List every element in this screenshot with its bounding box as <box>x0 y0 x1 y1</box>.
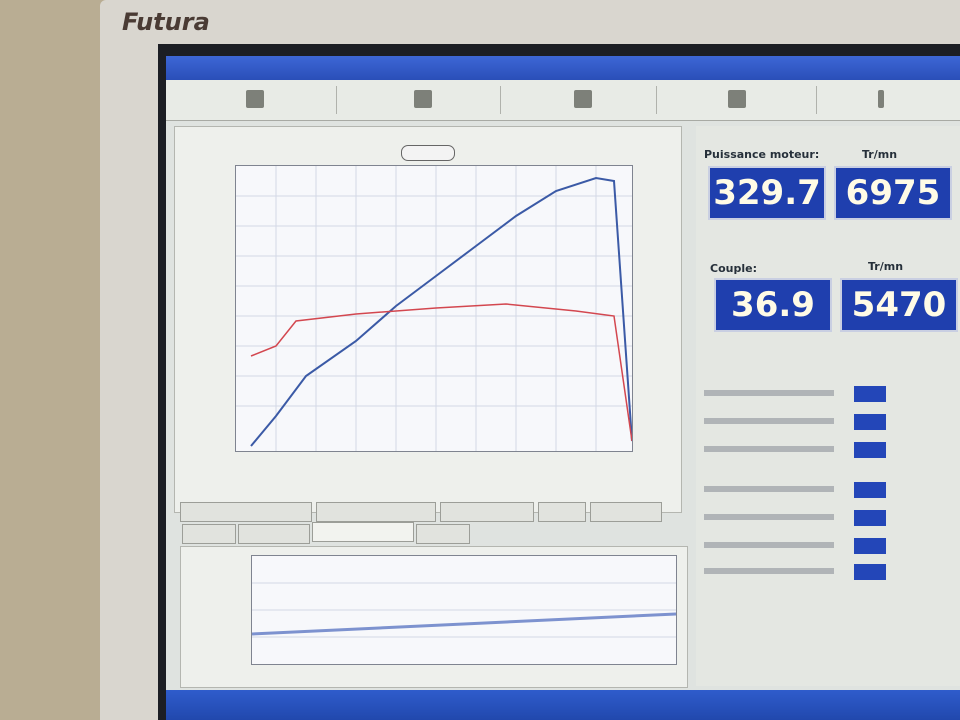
tab[interactable] <box>538 502 586 522</box>
app-window: Puissance moteur: Tr/mn 329.7 6975 Coupl… <box>166 56 960 720</box>
separator <box>656 86 657 114</box>
torque-curve <box>250 303 633 442</box>
trace-line <box>251 612 677 636</box>
tab[interactable] <box>590 502 662 522</box>
toolbar <box>166 80 960 121</box>
toolbar-button[interactable] <box>414 90 432 108</box>
tab[interactable] <box>182 524 236 544</box>
parameter-row <box>704 510 934 526</box>
parameter-row <box>704 414 934 430</box>
readout-value: 36.9 <box>714 278 832 332</box>
parameter-row <box>704 442 934 458</box>
toolbar-button[interactable] <box>246 90 264 108</box>
power-curve <box>250 176 633 447</box>
tab[interactable] <box>440 502 534 522</box>
chart-panel <box>174 126 682 513</box>
taskbar <box>166 690 960 720</box>
readout-value: 6975 <box>834 166 952 220</box>
separator <box>816 86 817 114</box>
parameter-row <box>704 538 934 554</box>
plot-area <box>235 165 633 452</box>
separator <box>336 86 337 114</box>
toolbar-button[interactable] <box>728 90 746 108</box>
readout-label: Puissance moteur: <box>704 148 820 161</box>
tab[interactable] <box>316 502 436 522</box>
readout-label: Tr/mn <box>862 148 898 161</box>
readout-label: Tr/mn <box>868 260 904 273</box>
plot-area <box>251 555 677 665</box>
title-bar <box>166 56 960 80</box>
parameter-row <box>704 482 934 498</box>
readout-panel: Puissance moteur: Tr/mn 329.7 6975 Coupl… <box>696 126 960 686</box>
power-torque-curves <box>236 166 633 451</box>
chart-button[interactable] <box>401 145 455 161</box>
tab-strip <box>174 496 684 544</box>
parameter-row <box>704 564 934 580</box>
tab[interactable] <box>238 524 310 544</box>
lower-curves <box>251 582 677 638</box>
toolbar-button[interactable] <box>878 90 884 108</box>
tab[interactable] <box>312 522 414 542</box>
lower-chart-panel <box>180 546 688 688</box>
readout-value: 5470 <box>840 278 958 332</box>
separator <box>500 86 501 114</box>
readout-label: Couple: <box>710 262 757 275</box>
tab[interactable] <box>180 502 312 522</box>
brand-logo: Futura <box>122 8 210 36</box>
toolbar-button[interactable] <box>574 90 592 108</box>
readout-value: 329.7 <box>708 166 826 220</box>
tab[interactable] <box>416 524 470 544</box>
parameter-row <box>704 386 934 402</box>
